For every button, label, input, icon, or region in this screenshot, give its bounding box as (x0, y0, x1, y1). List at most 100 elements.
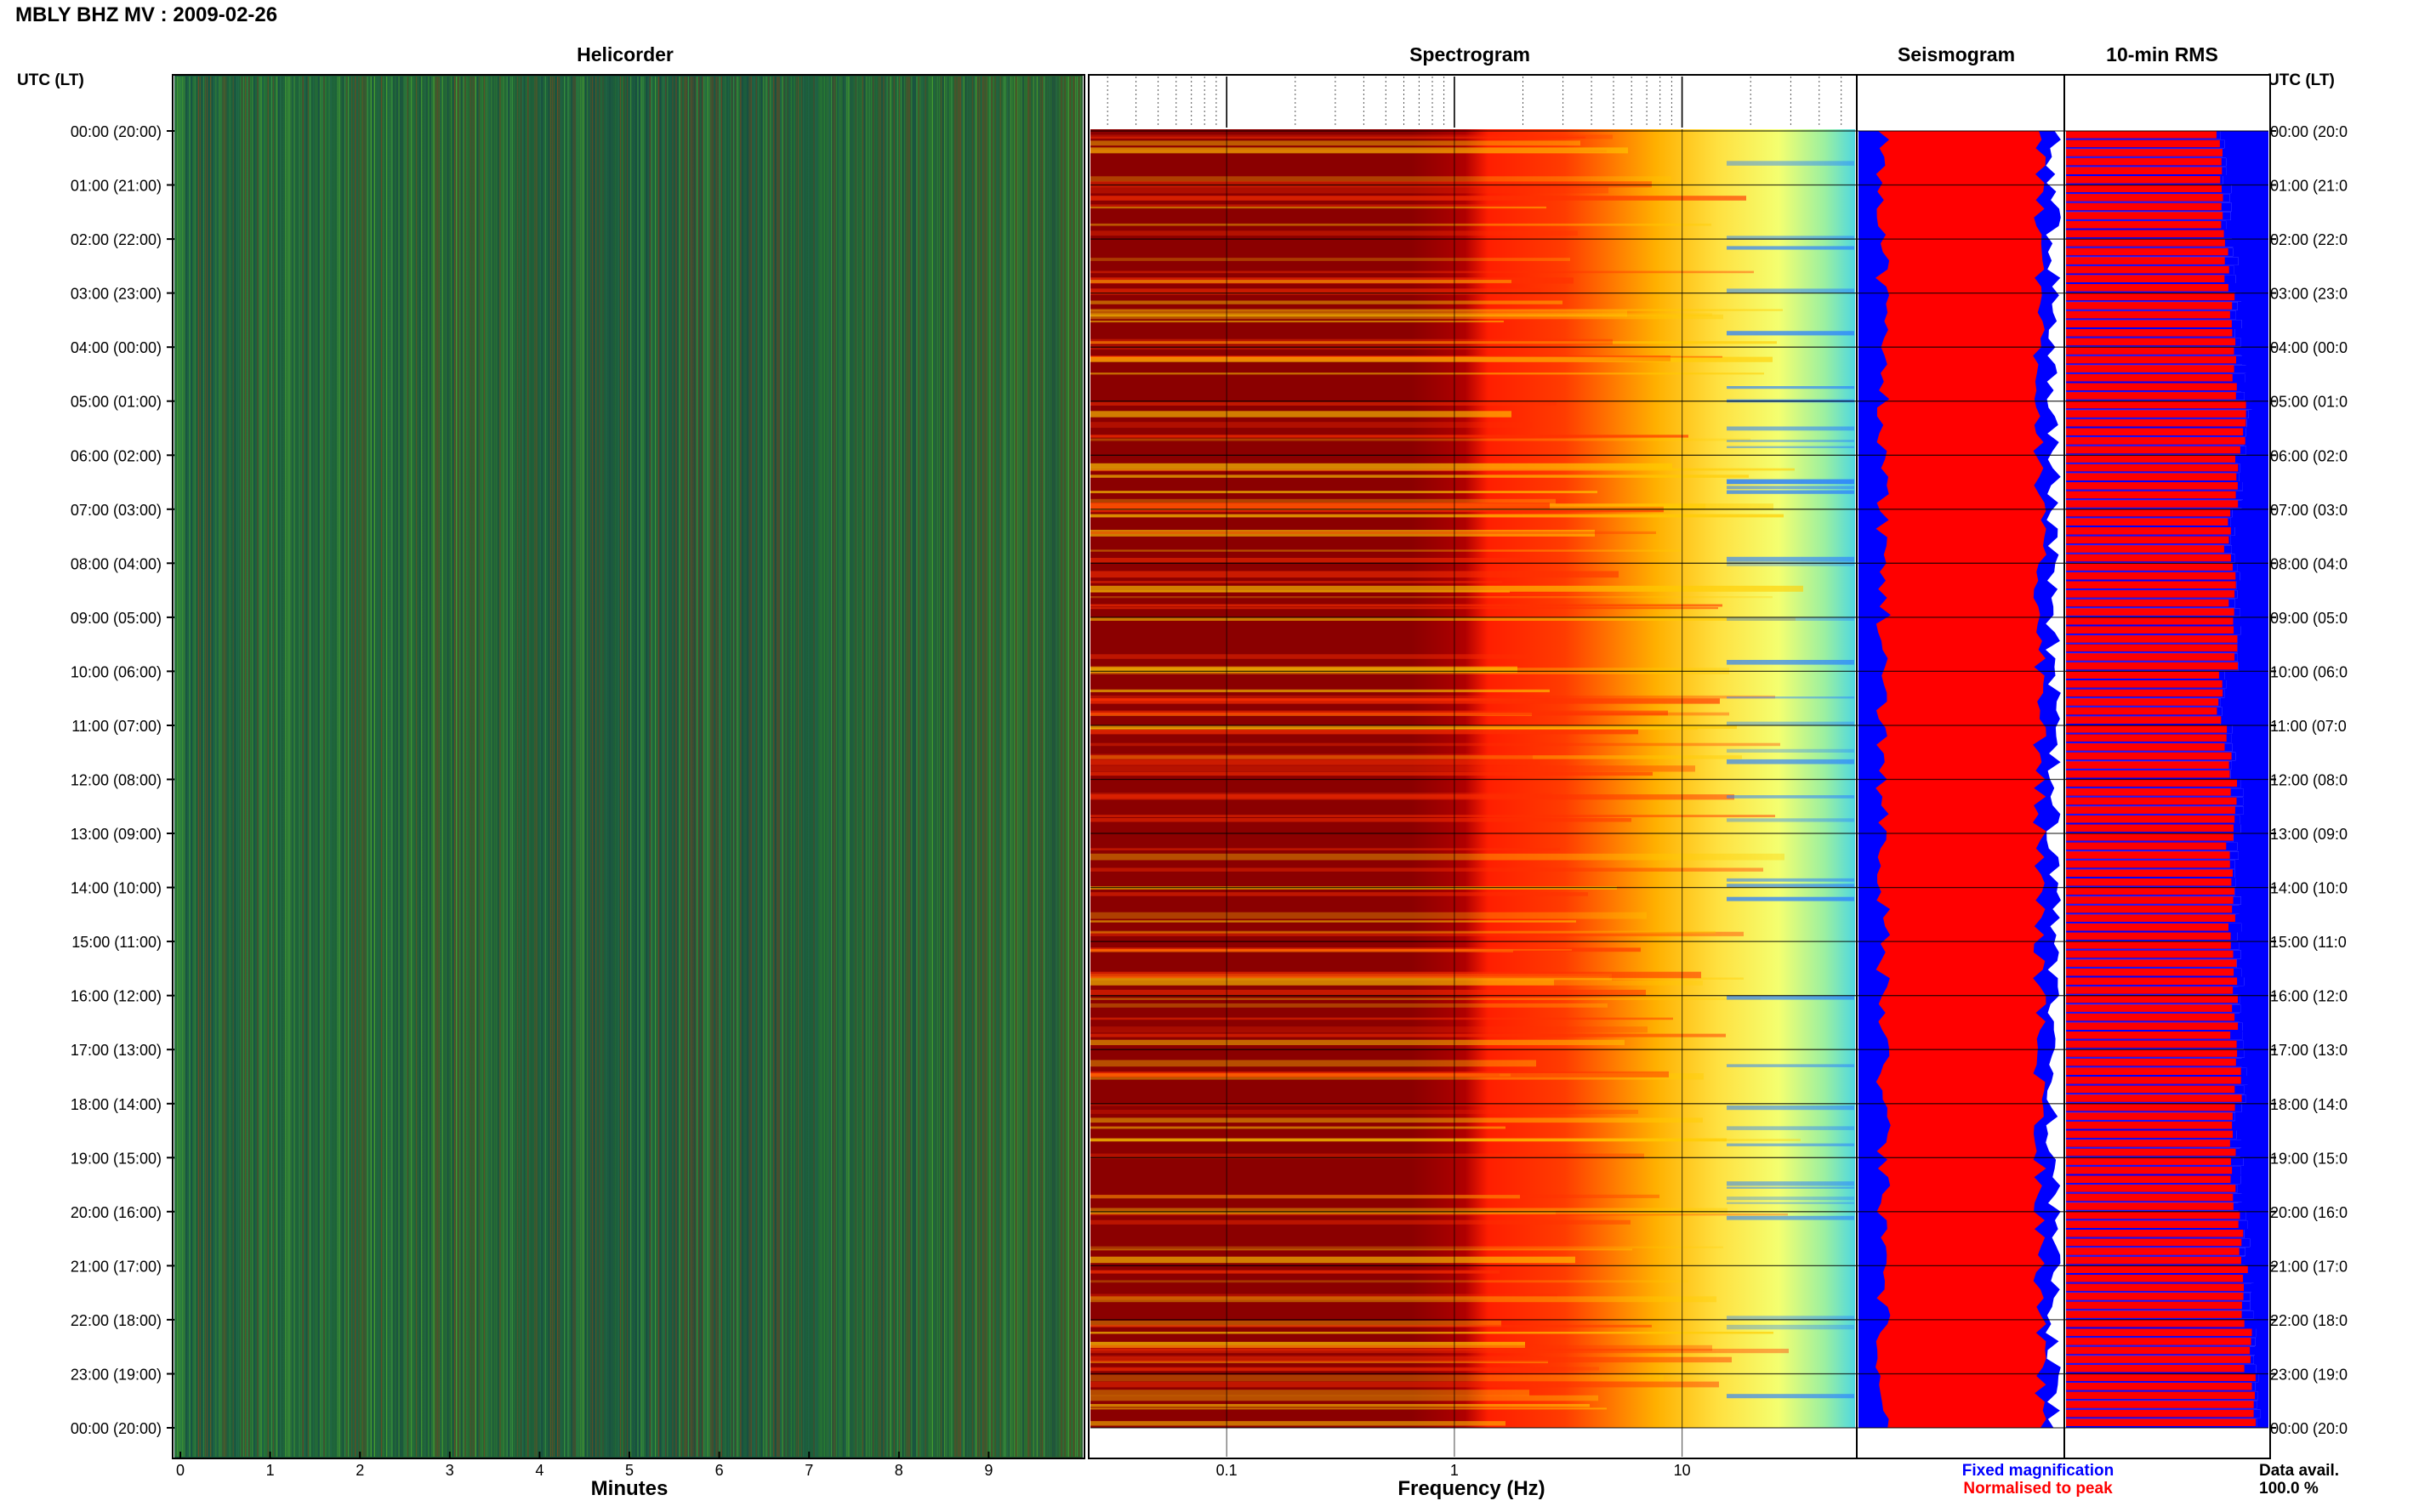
right-time-label: 02:00 (22:0 (2270, 231, 2348, 248)
helicorder-trace-line (489, 77, 491, 1457)
helicorder-trace-line (936, 77, 939, 1457)
helicorder-trace-line (206, 77, 208, 1457)
helicorder-trace-line (1047, 77, 1049, 1457)
rms-normalised-bar (2066, 554, 2231, 562)
helicorder-trace-line (722, 77, 724, 1457)
rms-normalised-bar (2066, 1004, 2233, 1012)
spectrogram-high-freq-band (1727, 561, 1854, 566)
helicorder-trace-line (247, 77, 248, 1457)
rms-normalised-bar (2066, 1338, 2251, 1345)
helicorder-trace-line (290, 77, 292, 1457)
helicorder-trace-line (471, 77, 473, 1457)
right-time-label: 23:00 (19:0 (2270, 1367, 2348, 1384)
rms-normalised-bar (2066, 797, 2237, 805)
rms-normalised-bar (2066, 599, 2229, 607)
helicorder-trace-line (848, 77, 850, 1457)
rms-normalised-bar (2066, 833, 2234, 841)
spectrogram-high-freq-band (1727, 1394, 1854, 1399)
helicorder-trace-line (1006, 77, 1009, 1457)
rms-normalised-bar (2066, 1022, 2239, 1030)
rms-normalised-bar (2066, 1130, 2233, 1139)
helicorder-trace-line (340, 77, 343, 1457)
spectrogram-band (1090, 1003, 1608, 1008)
helicorder-trace-line (272, 77, 275, 1457)
spectrogram-band (1090, 341, 1777, 344)
helicorder-trace-line (944, 77, 946, 1457)
seismogram-title: Seismogram (1898, 43, 2015, 65)
helicorder-trace-line (686, 77, 687, 1457)
spectrogram-band (1090, 288, 1540, 295)
helicorder-trace-line (652, 77, 654, 1457)
helicorder-trace-line (911, 77, 913, 1457)
helicorder-trace-line (870, 77, 873, 1457)
helicorder-trace-line (712, 77, 714, 1457)
helicorder-trace-line (594, 77, 595, 1457)
helicorder-trace-line (239, 77, 242, 1457)
helicorder-trace-line (532, 77, 534, 1457)
helicorder-trace-line (958, 77, 959, 1457)
helicorder-trace-line (597, 77, 599, 1457)
helicorder-trace-line (905, 77, 908, 1457)
spectrogram-band (1090, 314, 1723, 320)
helicorder-trace-line (463, 77, 464, 1457)
helicorder-trace-line (855, 77, 857, 1457)
helicorder-trace-line (270, 77, 273, 1457)
spectrogram-band (1090, 930, 1716, 934)
helicorder-trace-line (591, 77, 594, 1457)
helicorder-trace-line (599, 77, 600, 1457)
helicorder-trace-line (873, 77, 874, 1457)
right-axis-header: UTC (LT) (2268, 71, 2335, 89)
spectrogram-band (1090, 1296, 1716, 1303)
helicorder-trace-line (968, 77, 970, 1457)
rms-normalised-bar (2066, 1166, 2233, 1174)
spectrogram-high-freq-band (1727, 479, 1854, 485)
helicorder-trace-line (491, 77, 492, 1457)
spectrogram-band (1090, 1355, 1543, 1358)
spectrogram-band (1090, 695, 1775, 699)
helicorder-trace-line (893, 77, 895, 1457)
spectrogram-band (1090, 771, 1653, 776)
spectrogram-band (1090, 181, 1652, 188)
helicorder-trace-line (242, 77, 245, 1457)
helicorder-trace-line (698, 77, 700, 1457)
rms-normalised-bar (2066, 1301, 2242, 1310)
helicorder-trace-line (368, 77, 370, 1457)
helicorder-trace-line (546, 77, 548, 1457)
right-time-label: 13:00 (09:0 (2270, 826, 2348, 843)
helicorder-trace-line (743, 77, 745, 1457)
rms-normalised-bar (2066, 1211, 2240, 1219)
rms-normalised-bar (2066, 851, 2230, 859)
rms-normalised-bar (2066, 1283, 2244, 1292)
helicorder-trace-line (991, 77, 993, 1457)
helicorder-trace-line (726, 77, 728, 1457)
helicorder-trace-line (876, 77, 878, 1457)
rms-normalised-bar (2066, 247, 2228, 256)
spectrogram-high-freq-band (1727, 1186, 1854, 1189)
helicorder-trace-line (447, 77, 449, 1457)
helicorder-trace-line (274, 77, 276, 1457)
spectrogram-panel (1088, 74, 1858, 1459)
spectrogram-title: Spectrogram (1409, 43, 1530, 65)
right-time-label: 19:00 (15:0 (2270, 1150, 2348, 1167)
helicorder-trace-line (644, 77, 646, 1457)
helicorder-trace-line (913, 77, 914, 1457)
helicorder-trace-line (431, 77, 433, 1457)
spectrogram-band (1090, 549, 1682, 552)
helicorder-trace-line (918, 77, 919, 1457)
helicorder-trace-line (229, 77, 231, 1457)
helicorder-trace-line (795, 77, 798, 1457)
helicorder-trace-line (677, 77, 679, 1457)
right-time-label: 15:00 (11:0 (2270, 934, 2347, 951)
spectrogram-band (1090, 411, 1511, 418)
spectrogram-band (1090, 689, 1550, 692)
helicorder-trace-line (740, 77, 742, 1457)
helicorder-trace-line (347, 77, 350, 1457)
helicorder-trace-line (883, 77, 885, 1457)
spectrogram-band (1090, 1390, 1529, 1396)
rms-top-blank (2064, 75, 2270, 129)
helicorder-trace-line (640, 77, 642, 1457)
helicorder-trace-line (654, 77, 657, 1457)
helicorder-trace-line (345, 77, 348, 1457)
rms-normalised-bar (2066, 815, 2235, 823)
spectrogram-band (1090, 912, 1647, 919)
